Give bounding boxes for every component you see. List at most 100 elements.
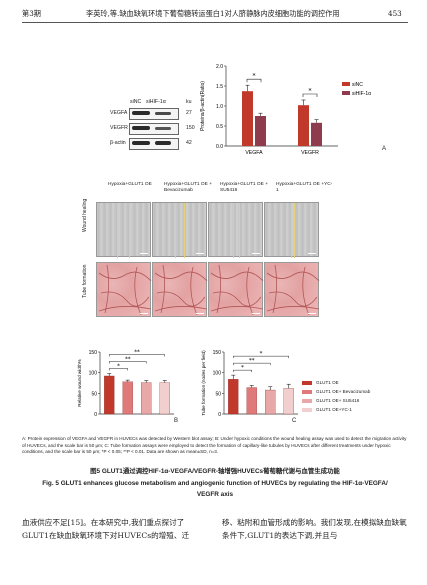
tube-segment	[210, 271, 264, 282]
scale-bar	[308, 313, 316, 315]
wb-row-name: VEGFA	[110, 110, 128, 116]
bar	[255, 116, 266, 146]
tube-formation-image	[96, 262, 152, 317]
wb-band	[155, 111, 171, 115]
y-tick-label: 1.5	[216, 84, 223, 90]
significance-mark: *	[253, 73, 256, 80]
tube-segment	[190, 266, 198, 316]
wound-healing-image	[208, 202, 263, 258]
journal-issue: 第3期	[22, 9, 41, 18]
bar	[311, 122, 322, 146]
tube-segment	[266, 306, 320, 312]
bar	[242, 91, 253, 146]
tube-segment	[154, 306, 208, 312]
y-tick-label: 0	[218, 412, 221, 418]
wound-healing-image	[96, 202, 151, 258]
micrograph-col-label: Hypoxia+GLUT1 OE	[108, 182, 152, 187]
tube-segment	[98, 306, 152, 312]
y-tick-label: 0.5	[216, 124, 223, 130]
wb-band	[132, 141, 150, 145]
micrograph-col-label: Hypoxia+GLUT1 OE + Bevacizumab	[164, 182, 212, 193]
y-tick-label: 150	[213, 350, 222, 356]
tube-segment	[212, 291, 262, 307]
wb-label-ku: ku	[186, 99, 192, 105]
wound-healing-image	[264, 202, 319, 258]
tube-network	[266, 264, 320, 316]
panel-label-c: C	[292, 418, 297, 424]
wb-row-name: VEGFR	[110, 125, 128, 131]
bar	[283, 388, 294, 415]
micrograph-col-label: Hypoxia+GLUT1 OE +YC-1	[276, 182, 333, 193]
tube-segment	[216, 264, 221, 314]
legend-swatch	[342, 91, 350, 95]
y-tick-label: 0	[94, 412, 97, 418]
scale-bar	[308, 253, 316, 255]
wb-row-name: β-actin	[110, 140, 126, 146]
significance-mark: **	[249, 358, 255, 364]
wound-edge-line	[291, 203, 292, 258]
legend-label: GLUT1 OE	[316, 380, 339, 385]
wound-edge-line	[233, 203, 234, 258]
legend-label: GLUT1 OE+ SU5416	[316, 398, 360, 403]
tube-network	[154, 264, 208, 316]
significance-bracket	[233, 369, 252, 373]
y-tick-label: 50	[91, 391, 97, 397]
scale-bar	[252, 313, 260, 315]
western-blot: siNC siHIF-1α ku VEGFA 27 VEGFR 150 β-ac…	[110, 99, 230, 150]
wb-band	[132, 111, 150, 115]
wound-edge-line	[175, 203, 176, 258]
significance-bracket	[246, 78, 262, 83]
wound-edge-line	[129, 203, 130, 258]
x-tick-label: VEGFA	[245, 150, 263, 156]
significance-mark: *	[241, 365, 244, 371]
scale-bar	[196, 313, 204, 315]
page-number: 453	[388, 9, 402, 18]
legend-bc: GLUT1 OE GLUT1 OE+ Bevacizumab GLUT1 OE+…	[302, 378, 370, 414]
figure-title-en: Fig. 5 GLUT1 enhances glucose metabolism…	[42, 480, 388, 498]
scale-bar	[140, 253, 148, 255]
bar	[159, 382, 170, 415]
significance-mark: *	[117, 363, 120, 369]
micrograph-row-label: Tube formation	[82, 264, 88, 298]
y-tick-label: 100	[213, 371, 222, 377]
tube-segment	[246, 266, 254, 316]
tube-network	[210, 264, 264, 316]
wound-healing-image	[152, 202, 207, 258]
tube-formation-image	[264, 262, 320, 317]
body-text-right: 移、粘附和血管形成的影响。我们发现,在模拟缺血缺氧条件下,GLUT1的表达下调,…	[222, 518, 407, 540]
tube-segment	[266, 271, 320, 282]
legend-label: siHIF-1α	[352, 91, 371, 97]
tube-segment	[272, 264, 277, 314]
y-tick-label: 50	[215, 391, 221, 397]
scale-bar	[196, 253, 204, 255]
legend-label: GLUT1 OE+ Bevacizumab	[316, 389, 371, 394]
legend-item: GLUT1 OE	[302, 378, 370, 387]
micrograph-col-label: Hypoxia+GLUT1 OE + SU5416	[220, 182, 268, 193]
significance-bracket	[233, 355, 289, 359]
wound-edge-line	[117, 203, 118, 258]
wb-band	[132, 126, 150, 130]
y-tick-label: 150	[89, 350, 98, 356]
wb-label-sinc: siNC	[130, 99, 142, 105]
wb-row-kda: 27	[186, 110, 192, 116]
significance-bracket	[109, 368, 128, 371]
significance-mark: *	[260, 351, 263, 357]
legend-swatch	[342, 82, 350, 86]
wound-edge-line	[294, 203, 295, 258]
bar	[141, 382, 152, 415]
tube-segment	[302, 266, 310, 316]
tube-segment	[98, 271, 152, 282]
tube-segment	[134, 266, 142, 316]
legend-label: GLUT1 OE+YC-1	[316, 407, 352, 412]
y-tick-label: 1.0	[216, 104, 223, 110]
legend-item: GLUT1 OE+ SU5416	[302, 396, 370, 405]
y-axis-label: Relative wound width%	[77, 359, 82, 407]
legend-item: GLUT1 OE+ Bevacizumab	[302, 387, 370, 396]
chart-a-protein-ratio: 0.0 0.5 1.0 1.5 2.0 Proteins/β-actin(Ratio) VE…	[200, 64, 371, 156]
wb-row-kda: 150	[186, 125, 195, 131]
bar	[246, 387, 257, 415]
wb-band	[155, 126, 171, 130]
bar	[265, 389, 276, 415]
tube-segment	[160, 264, 165, 314]
y-axis-label: Tube formation (nodes per field)	[201, 350, 206, 416]
